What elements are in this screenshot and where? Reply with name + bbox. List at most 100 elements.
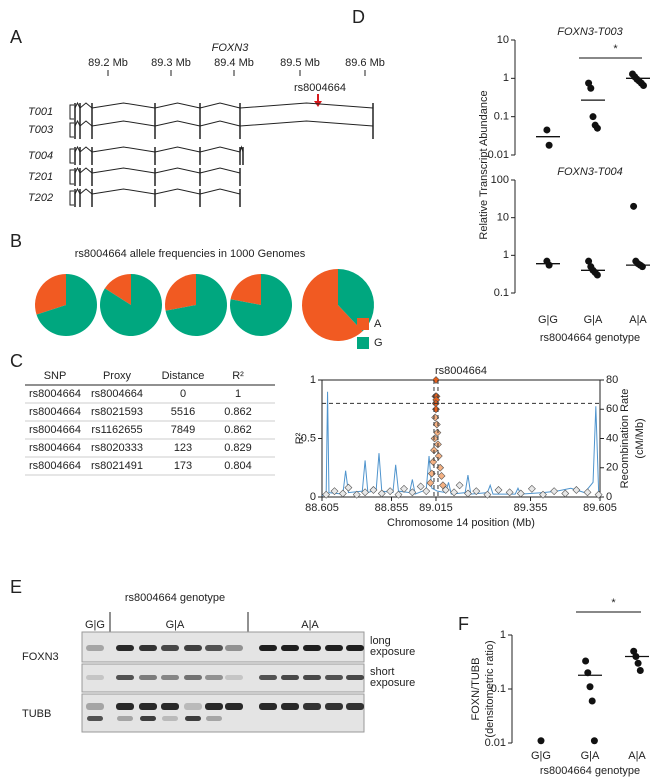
y-tick-label: 1 (503, 72, 509, 84)
table-cell: rs8004664 (29, 424, 81, 436)
intron (79, 188, 93, 195)
data-point (586, 683, 594, 691)
band (184, 675, 202, 680)
legend-label: A (374, 318, 382, 330)
intron (91, 167, 156, 174)
band (303, 703, 321, 710)
x-tick-label: G|A (581, 750, 600, 762)
intron (91, 120, 156, 127)
y-tick-label: 1 (500, 629, 506, 641)
table-header: SNP (44, 370, 67, 382)
snp-point (432, 420, 441, 429)
pie-slice (35, 274, 66, 315)
band (225, 645, 243, 651)
x-tick-label: G|G (538, 314, 558, 326)
intron (79, 167, 93, 174)
band (303, 645, 321, 651)
y2-axis-label: Recombination Rate (619, 389, 631, 489)
intron (239, 120, 374, 127)
band (86, 703, 104, 710)
data-point (537, 737, 545, 745)
blot (81, 693, 365, 733)
intron (74, 119, 81, 127)
table-cell: rs8004664 (29, 388, 81, 400)
exposure-label: exposure (370, 677, 415, 689)
x-tick-label: 88.605 (305, 502, 339, 514)
band (86, 645, 104, 651)
pie-slice (99, 274, 162, 337)
data-point (638, 263, 646, 271)
band (259, 675, 277, 680)
transcript-label: T202 (28, 192, 53, 204)
snp-point (441, 486, 450, 494)
transcript-label: T004 (28, 150, 53, 162)
table-header: Proxy (103, 370, 132, 382)
genotype-label: G|A (166, 619, 185, 631)
panel-label: D (352, 7, 365, 27)
snp-point (437, 472, 446, 480)
band (117, 716, 133, 721)
band (346, 675, 364, 680)
band (303, 675, 321, 680)
data-point (590, 737, 598, 745)
band (281, 703, 299, 710)
data-point (630, 647, 638, 655)
panel-label: B (10, 231, 22, 251)
axis-tick-label: 89.4 Mb (214, 57, 254, 69)
snp-point (322, 490, 331, 499)
y-tick-label: 1 (310, 374, 316, 386)
intron (199, 146, 241, 153)
data-point (543, 126, 551, 134)
intron (74, 145, 81, 153)
band (116, 703, 134, 710)
band (139, 703, 157, 710)
band (116, 675, 134, 680)
intron (154, 120, 201, 127)
axis-tick-label: 89.6 Mb (345, 57, 385, 69)
snp-point (330, 487, 339, 496)
y2-tick-label: 80 (606, 374, 618, 386)
pie-slice (230, 274, 292, 337)
y-tick-label: 0 (310, 491, 316, 503)
pie-slice (338, 269, 375, 332)
table-cell: rs8021593 (91, 406, 143, 418)
band (346, 645, 364, 651)
table-cell: rs8004664 (29, 442, 81, 454)
x-axis-label: Chromosome 14 position (Mb) (387, 517, 535, 529)
transcript-bracket (69, 190, 74, 206)
snp-point (594, 490, 603, 499)
snp-point (394, 490, 403, 499)
data-point (630, 202, 638, 210)
intron (91, 102, 156, 109)
band (325, 703, 343, 710)
axis-tick-label: 89.5 Mb (280, 57, 320, 69)
band (281, 645, 299, 651)
table-cell: 0.862 (224, 406, 252, 418)
band (161, 645, 179, 651)
y-tick-label: 0.01 (485, 737, 506, 749)
transcript-label: T003 (28, 124, 54, 136)
data-point (545, 141, 553, 149)
intron (91, 146, 156, 153)
data-point (640, 82, 647, 90)
x-axis-label: rs8004664 genotype (540, 332, 640, 344)
band (205, 645, 223, 651)
plot-title: FOXN3-T003 (557, 26, 623, 38)
y2-tick-label: 60 (606, 403, 618, 415)
snp-point (422, 487, 431, 496)
data-point (587, 84, 595, 92)
pie-slice (302, 269, 363, 341)
band (162, 716, 178, 721)
legend-swatch (357, 337, 369, 349)
snp-point (429, 457, 438, 466)
y2-tick-label: 0 (606, 491, 612, 503)
legend-swatch (357, 318, 369, 330)
x-tick-label: G|G (531, 750, 551, 762)
band (139, 645, 157, 651)
y2-axis-label: (cM/Mb) (634, 418, 646, 458)
pie-slice (36, 274, 98, 336)
significance-label: * (611, 597, 616, 609)
y-tick-label: 100 (491, 174, 509, 186)
y-axis-label: FOXN/TUBB (470, 658, 482, 721)
intron (154, 146, 201, 153)
